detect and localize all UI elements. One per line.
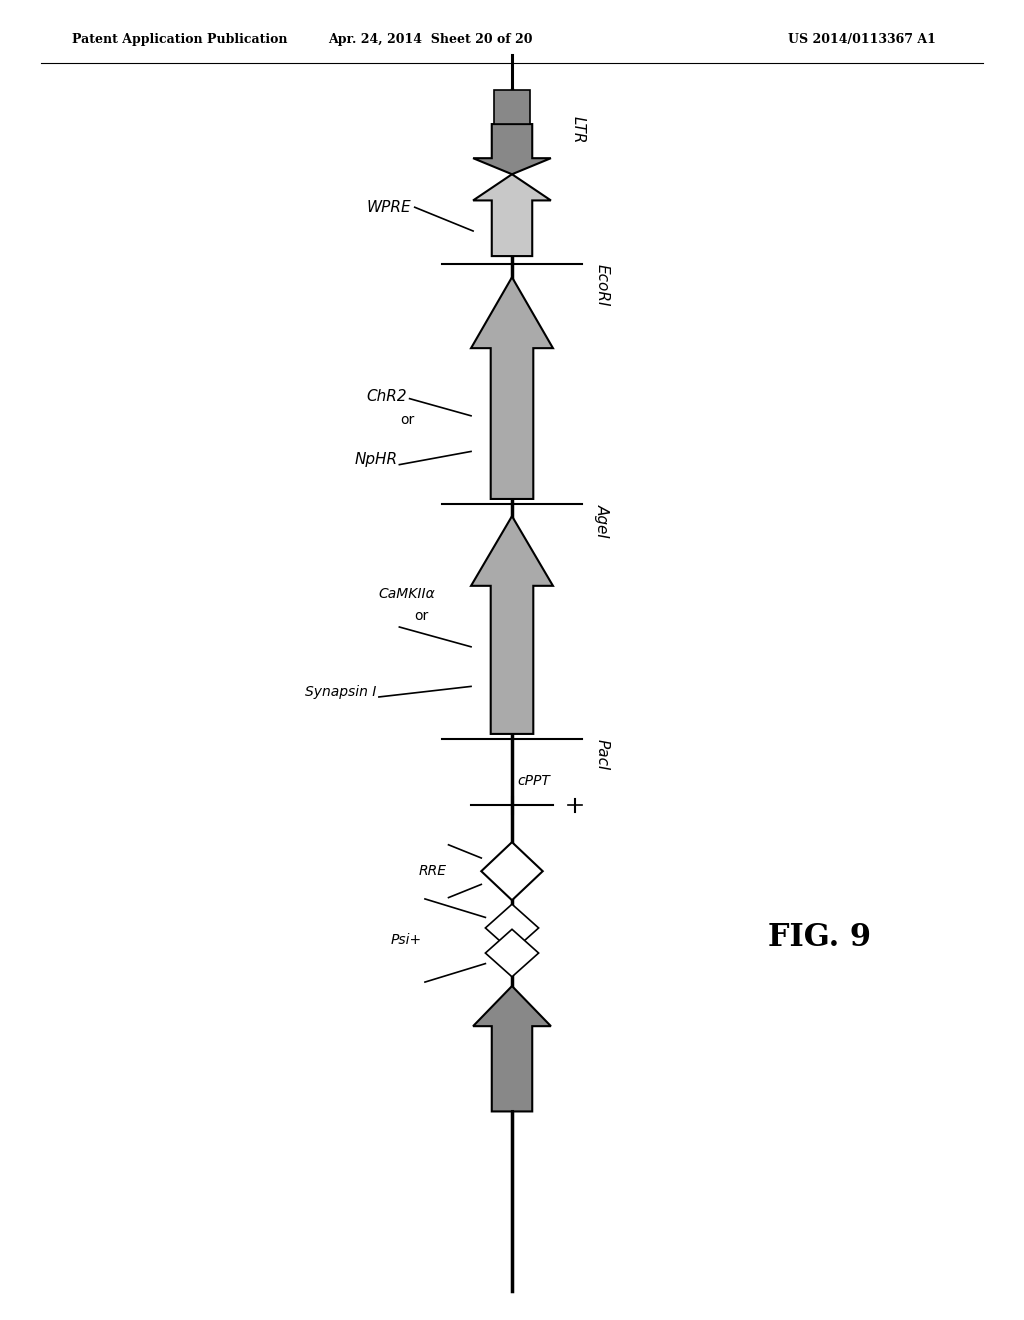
Polygon shape xyxy=(485,929,539,977)
Polygon shape xyxy=(473,124,551,174)
Polygon shape xyxy=(485,904,539,952)
Text: Psi+: Psi+ xyxy=(391,933,422,948)
Bar xyxy=(494,90,530,124)
Polygon shape xyxy=(471,277,553,499)
Text: Patent Application Publication: Patent Application Publication xyxy=(72,33,287,46)
Text: ChR2: ChR2 xyxy=(366,388,407,404)
Text: CaMKIIα: CaMKIIα xyxy=(379,587,435,601)
Polygon shape xyxy=(471,516,553,734)
Text: RRE: RRE xyxy=(419,865,446,878)
Text: NpHR: NpHR xyxy=(354,451,397,467)
Polygon shape xyxy=(473,986,551,1111)
Text: WPRE: WPRE xyxy=(367,199,412,215)
Polygon shape xyxy=(473,174,551,256)
Text: AgeI: AgeI xyxy=(595,504,609,539)
Text: Apr. 24, 2014  Sheet 20 of 20: Apr. 24, 2014 Sheet 20 of 20 xyxy=(328,33,532,46)
Text: EcoRI: EcoRI xyxy=(595,264,609,306)
Polygon shape xyxy=(481,842,543,900)
Text: PacI: PacI xyxy=(595,739,609,771)
Text: US 2014/0113367 A1: US 2014/0113367 A1 xyxy=(788,33,936,46)
Text: or: or xyxy=(414,610,428,623)
Text: FIG. 9: FIG. 9 xyxy=(768,921,870,953)
Text: or: or xyxy=(400,413,415,426)
Text: Synapsin I: Synapsin I xyxy=(305,685,377,698)
Text: cPPT: cPPT xyxy=(517,774,550,788)
Text: LTR: LTR xyxy=(571,116,586,144)
